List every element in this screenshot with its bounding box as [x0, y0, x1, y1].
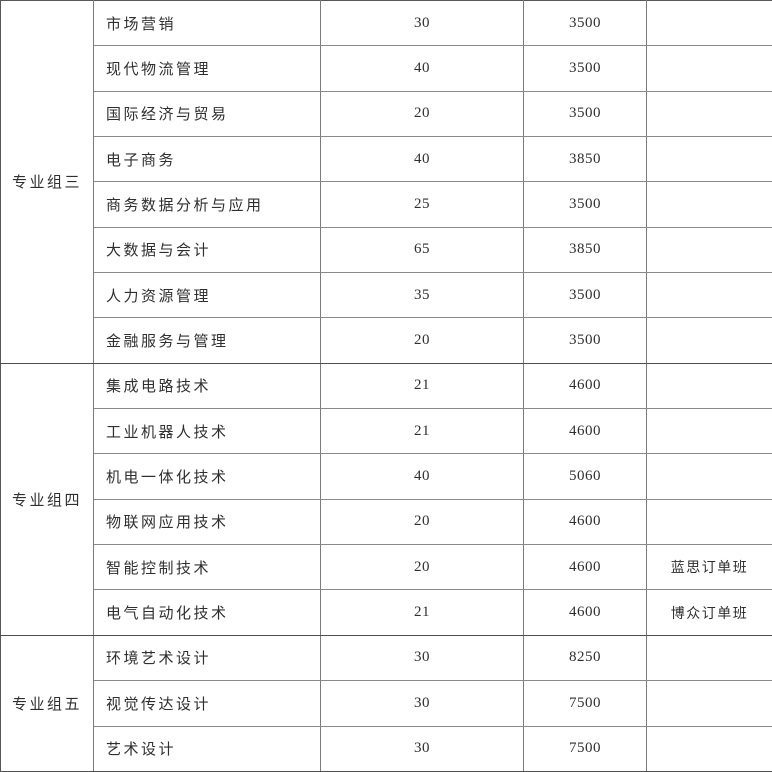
- note-cell: [646, 726, 772, 772]
- plan-cell: 35: [320, 272, 524, 319]
- major-cell: 机电一体化技术: [93, 453, 321, 500]
- note-cell: [646, 408, 772, 455]
- fee-cell: 3850: [523, 227, 647, 274]
- major-cell: 视觉传达设计: [93, 680, 321, 727]
- group-label-3: 专业组三: [0, 0, 94, 364]
- table-row: 专业组四 集成电路技术 21 4600: [0, 363, 772, 636]
- table-row: 大数据与会计 65 3850: [1, 227, 772, 274]
- plan-cell: 30: [320, 680, 524, 727]
- major-cell: 环境艺术设计: [93, 635, 321, 682]
- major-cell: 国际经济与贸易: [93, 91, 321, 138]
- plan-cell: 20: [320, 544, 524, 591]
- major-cell: 电气自动化技术: [93, 589, 321, 636]
- plan-cell: 30: [320, 635, 524, 682]
- table-row: 电子商务 40 3850: [1, 136, 772, 183]
- note-cell: 蓝思订单班: [646, 544, 772, 591]
- table-row: 专业组五 环境艺术设计 30 8250: [0, 635, 772, 772]
- table-row: 工业机器人技术 21 4600: [1, 408, 772, 455]
- fee-cell: 4600: [523, 363, 647, 410]
- fee-cell: 3500: [523, 91, 647, 138]
- note-cell: [646, 363, 772, 410]
- table-row: 商务数据分析与应用 25 3500: [1, 181, 772, 228]
- plan-cell: 40: [320, 136, 524, 183]
- fee-cell: 3500: [523, 317, 647, 364]
- plan-cell: 20: [320, 317, 524, 364]
- table-row: 专业组三 市场营销 30 3500: [0, 0, 772, 364]
- fee-cell: 4600: [523, 589, 647, 636]
- note-cell: [646, 45, 772, 92]
- fee-cell: 4600: [523, 499, 647, 546]
- table-row: 国际经济与贸易 20 3500: [1, 91, 772, 138]
- major-cell: 工业机器人技术: [93, 408, 321, 455]
- major-cell: 艺术设计: [93, 726, 321, 772]
- plan-cell: 20: [320, 499, 524, 546]
- table-row: 视觉传达设计 30 7500: [1, 680, 772, 727]
- note-cell: 博众订单班: [646, 589, 772, 636]
- plan-cell: 21: [320, 589, 524, 636]
- major-cell: 人力资源管理: [93, 272, 321, 319]
- major-cell: 集成电路技术: [93, 363, 321, 410]
- major-cell: 智能控制技术: [93, 544, 321, 591]
- major-cell: 商务数据分析与应用: [93, 181, 321, 228]
- note-cell: [646, 91, 772, 138]
- fee-cell: 5060: [523, 453, 647, 500]
- fee-cell: 8250: [523, 635, 647, 682]
- group-label-5: 专业组五: [0, 635, 94, 772]
- note-cell: [646, 0, 772, 47]
- note-cell: [646, 317, 772, 364]
- fee-cell: 7500: [523, 680, 647, 727]
- fee-cell: 3500: [523, 181, 647, 228]
- note-cell: [646, 136, 772, 183]
- table-row: 智能控制技术 20 4600 蓝思订单班: [1, 544, 772, 591]
- note-cell: [646, 499, 772, 546]
- major-cell: 物联网应用技术: [93, 499, 321, 546]
- fee-cell: 7500: [523, 726, 647, 772]
- plan-cell: 30: [320, 0, 524, 47]
- group-label-4: 专业组四: [0, 363, 94, 636]
- fee-cell: 4600: [523, 544, 647, 591]
- major-cell: 大数据与会计: [93, 227, 321, 274]
- table-row: 艺术设计 30 7500: [1, 726, 772, 772]
- note-cell: [646, 227, 772, 274]
- plan-cell: 25: [320, 181, 524, 228]
- plan-cell: 20: [320, 91, 524, 138]
- table-row: 现代物流管理 40 3500: [1, 45, 772, 92]
- note-cell: [646, 272, 772, 319]
- note-cell: [646, 635, 772, 682]
- fee-cell: 3850: [523, 136, 647, 183]
- table-row: 金融服务与管理 20 3500: [1, 317, 772, 364]
- plan-cell: 65: [320, 227, 524, 274]
- plan-cell: 21: [320, 363, 524, 410]
- major-cell: 现代物流管理: [93, 45, 321, 92]
- plan-cell: 40: [320, 453, 524, 500]
- fee-cell: 3500: [523, 0, 647, 47]
- table-row: 机电一体化技术 40 5060: [1, 453, 772, 500]
- note-cell: [646, 181, 772, 228]
- note-cell: [646, 453, 772, 500]
- plan-cell: 40: [320, 45, 524, 92]
- table-row: 电气自动化技术 21 4600 博众订单班: [1, 589, 772, 636]
- fee-cell: 3500: [523, 272, 647, 319]
- major-cell: 金融服务与管理: [93, 317, 321, 364]
- fee-cell: 4600: [523, 408, 647, 455]
- plan-cell: 21: [320, 408, 524, 455]
- major-cell: 市场营销: [93, 0, 321, 47]
- table-row: 人力资源管理 35 3500: [1, 272, 772, 319]
- fee-cell: 3500: [523, 45, 647, 92]
- plan-cell: 30: [320, 726, 524, 772]
- table-row: 物联网应用技术 20 4600: [1, 499, 772, 546]
- note-cell: [646, 680, 772, 727]
- major-cell: 电子商务: [93, 136, 321, 183]
